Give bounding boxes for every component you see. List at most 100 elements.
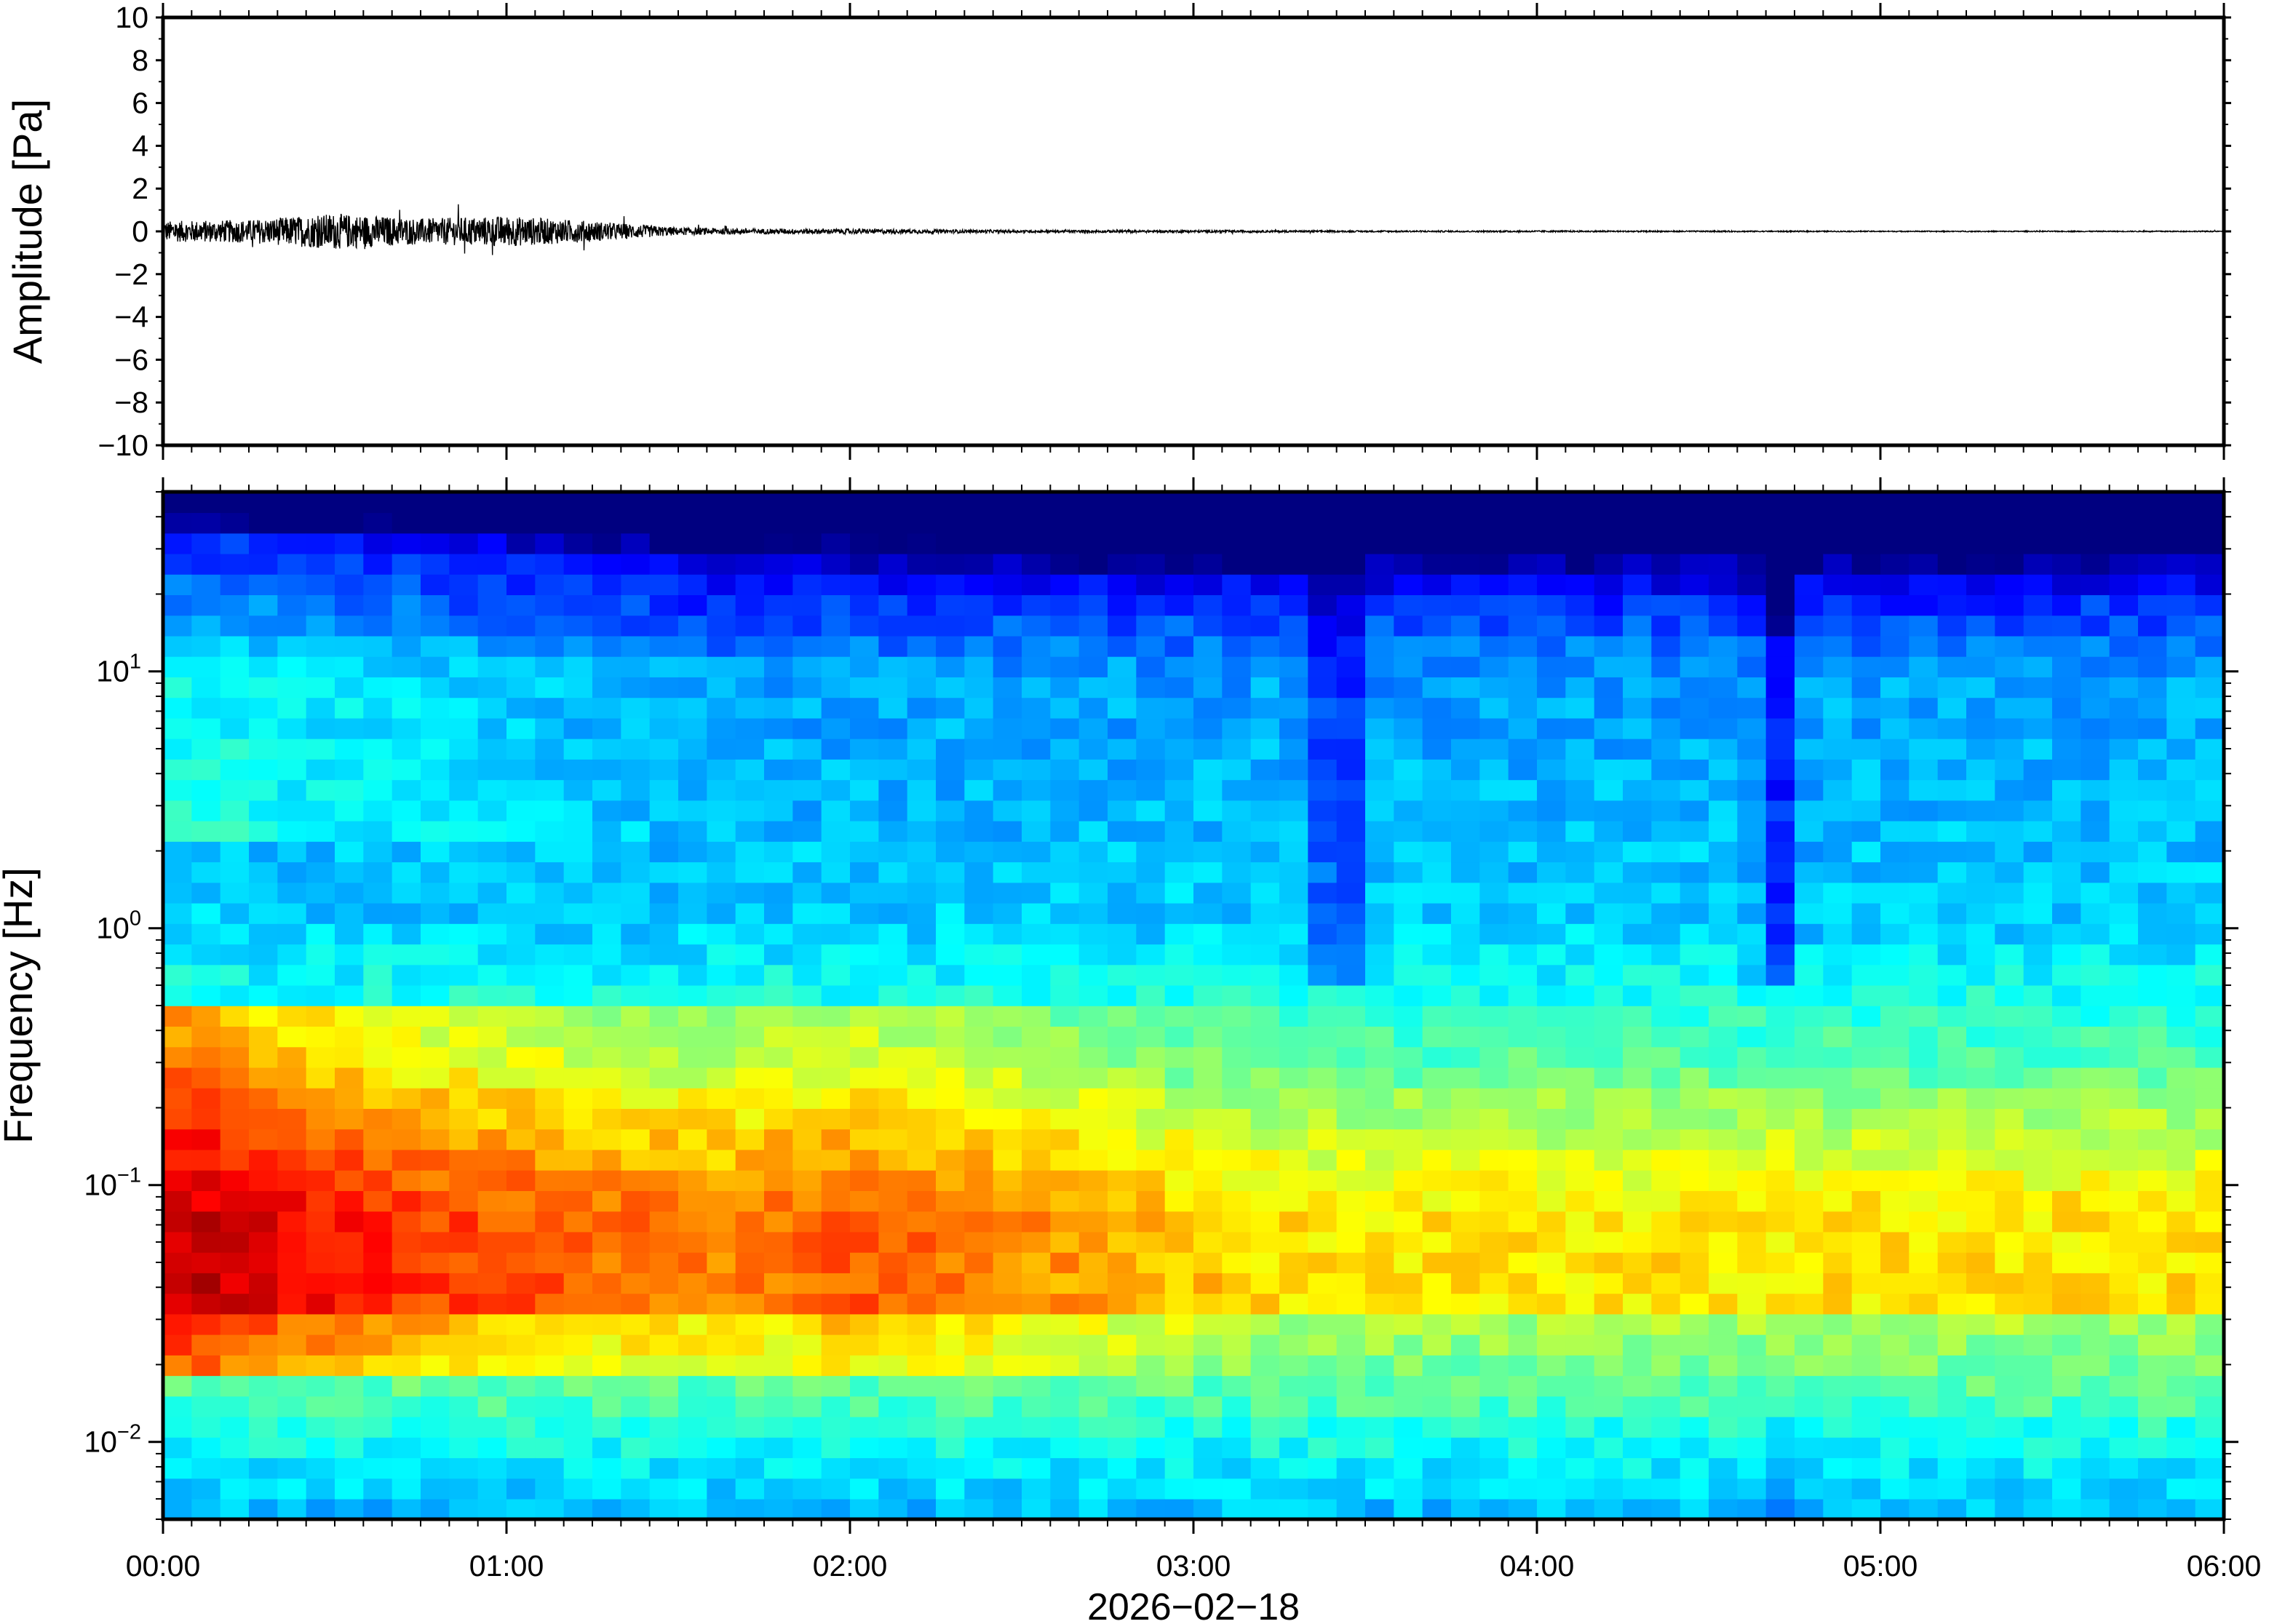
spectrogram-cell xyxy=(1050,1273,1080,1294)
spectrogram-cell xyxy=(1250,923,1280,945)
spectrogram-cell xyxy=(1508,677,1538,698)
spectrogram-cell xyxy=(1164,984,1194,1006)
spectrogram-cell xyxy=(1795,1334,1824,1356)
spectrogram-cell xyxy=(1193,1190,1223,1212)
spectrogram-cell xyxy=(735,902,765,924)
spectrogram-cell xyxy=(821,1108,851,1130)
spectrogram-cell xyxy=(2138,1334,2168,1356)
spectrogram-cell xyxy=(907,1067,937,1088)
spectrogram-cell xyxy=(163,1498,193,1519)
spectrogram-cell xyxy=(592,779,622,801)
spectrogram-cell xyxy=(1508,1498,1538,1519)
spectrogram-cell xyxy=(1222,1437,1252,1459)
spectrogram-cell xyxy=(477,964,507,986)
spectrogram-cell xyxy=(1623,656,1653,677)
spectrogram-cell xyxy=(1565,902,1595,924)
spectrogram-cell xyxy=(1680,1149,1709,1171)
spectrogram-cell xyxy=(1164,1129,1194,1150)
spectrogram-cell xyxy=(1193,1211,1223,1233)
spectrogram-cell xyxy=(1508,1026,1538,1048)
spectrogram-cell xyxy=(1164,800,1194,821)
spectrogram-cell xyxy=(1651,697,1681,719)
spectrogram-cell xyxy=(1709,861,1738,883)
spectrogram-cell xyxy=(1880,1478,1910,1500)
spectrogram-cell xyxy=(1451,1457,1481,1479)
spectrogram-cell xyxy=(850,573,880,595)
spectrogram-cell xyxy=(563,553,593,575)
spectrogram-cell xyxy=(649,1231,679,1253)
spectrogram-cell xyxy=(621,1046,651,1068)
spectrogram-cell xyxy=(1136,1293,1166,1315)
spectrogram-cell xyxy=(1394,697,1423,719)
spectrogram-cell xyxy=(592,923,622,945)
spectrogram-cell xyxy=(1336,861,1366,883)
spectrogram-cell xyxy=(1136,1437,1166,1459)
spectrogram-cell xyxy=(1164,553,1194,575)
spectrogram-cell xyxy=(1336,635,1366,657)
spectrogram-cell xyxy=(1995,923,2024,945)
spectrogram-cell xyxy=(964,553,994,575)
spectrogram-cell xyxy=(1594,902,1624,924)
spectrogram-cell xyxy=(1365,1026,1395,1048)
spectrogram-cell xyxy=(1709,512,1738,534)
spectrogram-cell xyxy=(2166,1313,2196,1335)
spectrogram-cell xyxy=(964,1313,994,1335)
spectrogram-cell xyxy=(1279,1416,1309,1438)
spectrogram-cell xyxy=(1508,923,1538,945)
spectrogram-cell xyxy=(335,1498,365,1519)
spectrogram-cell xyxy=(735,1498,765,1519)
spectrogram-cell xyxy=(2023,1211,2053,1233)
spectrogram-cell xyxy=(1451,1396,1481,1417)
spectrogram-cell xyxy=(621,1211,651,1233)
spectrogram-cell xyxy=(1823,1149,1853,1171)
spectrogram-cell xyxy=(1022,759,1052,781)
spectrogram-cell xyxy=(1765,1478,1795,1500)
freq-ytick-label: 101 xyxy=(96,650,141,688)
spectrogram-cell xyxy=(1222,944,1252,966)
spectrogram-cell xyxy=(1108,1498,1137,1519)
spectrogram-cell xyxy=(306,615,335,637)
spectrogram-cell xyxy=(2166,820,2196,842)
spectrogram-cell xyxy=(1164,492,1194,514)
spectrogram-cell xyxy=(563,1437,593,1459)
spectrogram-cell xyxy=(2166,1067,2196,1088)
spectrogram-cell xyxy=(477,677,507,698)
spectrogram-cell xyxy=(649,902,679,924)
spectrogram-cell xyxy=(421,759,450,781)
spectrogram-cell xyxy=(1565,1478,1595,1500)
spectrogram-cell xyxy=(1680,1231,1709,1253)
spectrogram-cell xyxy=(1078,923,1108,945)
spectrogram-cell xyxy=(621,944,651,966)
spectrogram-cell xyxy=(1022,1108,1052,1130)
spectrogram-cell xyxy=(764,1273,794,1294)
spectrogram-cell xyxy=(2081,492,2110,514)
spectrogram-cell xyxy=(421,738,450,760)
spectrogram-cell xyxy=(1164,512,1194,534)
spectrogram-cell xyxy=(1795,1498,1824,1519)
spectrogram-cell xyxy=(306,1231,335,1253)
spectrogram-cell xyxy=(2023,923,2053,945)
spectrogram-cell xyxy=(163,677,193,698)
spectrogram-cell xyxy=(1851,779,1881,801)
spectrogram-cell xyxy=(2166,800,2196,821)
spectrogram-cell xyxy=(1308,1169,1338,1191)
spectrogram-cell xyxy=(792,1006,822,1027)
spectrogram-cell xyxy=(1823,512,1853,534)
spectrogram-cell xyxy=(2052,573,2082,595)
spectrogram-cell xyxy=(592,573,622,595)
spectrogram-cell xyxy=(1222,635,1252,657)
spectrogram-cell xyxy=(821,1416,851,1438)
spectrogram-cell xyxy=(335,1416,365,1438)
spectrogram-cell xyxy=(477,1129,507,1150)
spectrogram-cell xyxy=(335,1067,365,1088)
spectrogram-cell xyxy=(1308,759,1338,781)
spectrogram-cell xyxy=(1108,944,1137,966)
spectrogram-cell xyxy=(2166,841,2196,863)
spectrogram-cell xyxy=(1222,1006,1252,1027)
spectrogram-cell xyxy=(707,882,736,904)
spectrogram-cell xyxy=(1851,594,1881,616)
spectrogram-cell xyxy=(421,573,450,595)
spectrogram-cell xyxy=(1222,841,1252,863)
spectrogram-cell xyxy=(1279,738,1309,760)
spectrogram-cell xyxy=(1308,779,1338,801)
